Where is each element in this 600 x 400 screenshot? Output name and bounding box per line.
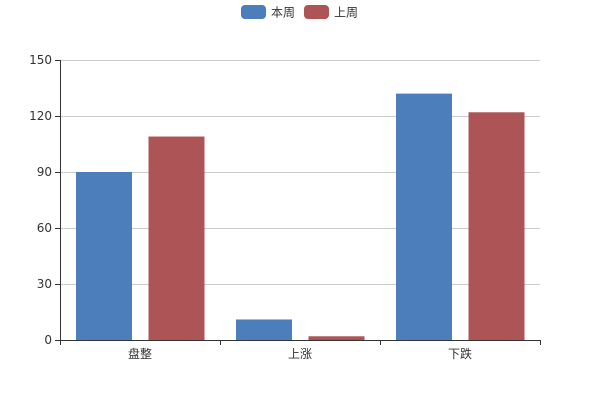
- y-tick-label-4: 120: [29, 109, 52, 123]
- y-tick-label-2: 60: [37, 221, 52, 235]
- bar-1-2: [468, 112, 525, 341]
- legend-swatch-0: [241, 5, 266, 19]
- legend: 本周 上周: [241, 5, 358, 20]
- legend-label-1: 上周: [334, 6, 358, 20]
- x-tick-label-2: 下跌: [448, 346, 472, 361]
- legend-swatch-1: [304, 5, 329, 19]
- y-tick-label-5: 150: [29, 53, 52, 67]
- y-tick-label-3: 90: [37, 165, 52, 179]
- y-tick-label-0: 0: [44, 333, 52, 347]
- bar-1-1: [308, 336, 365, 340]
- bar-0-1: [236, 319, 292, 340]
- gridlines: [60, 60, 540, 285]
- bars: [76, 93, 525, 341]
- bar-1-0: [148, 136, 205, 340]
- x-tick-label-0: 盘整: [128, 346, 152, 361]
- y-tick-label-1: 30: [37, 277, 52, 291]
- legend-label-0: 本周: [271, 6, 295, 20]
- axes: 0 30 60 90 120 150 盘整 上涨 下跌: [29, 53, 541, 361]
- bar-0-2: [396, 93, 452, 340]
- x-tick-label-1: 上涨: [288, 346, 312, 361]
- bar-0-0: [76, 172, 132, 340]
